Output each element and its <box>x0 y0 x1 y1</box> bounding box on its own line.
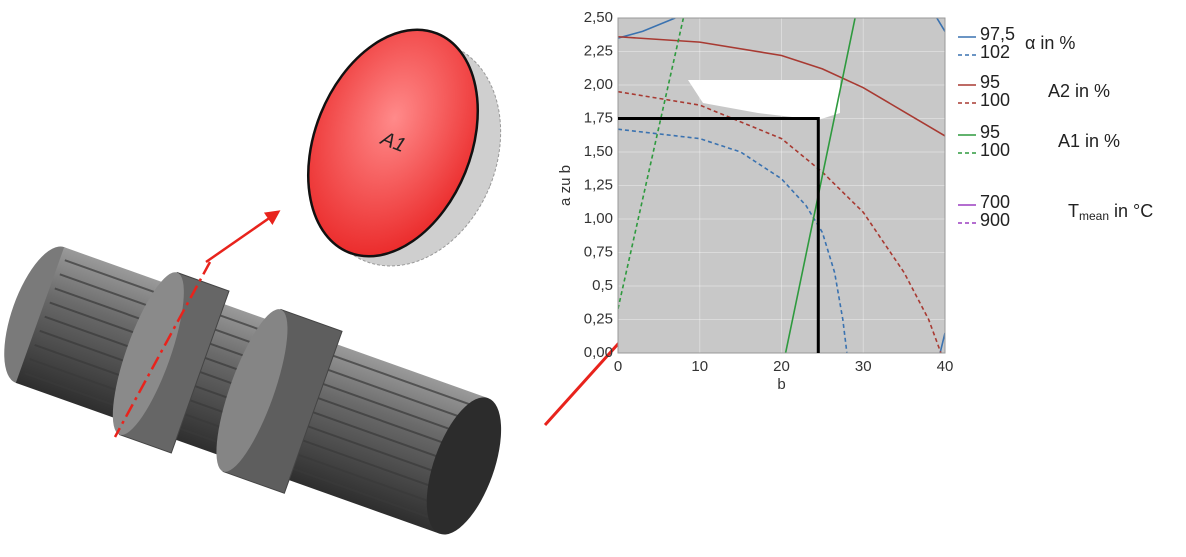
shaft <box>0 225 521 557</box>
x-tick-label: 10 <box>691 358 708 375</box>
legend-label: 95 <box>980 72 1000 92</box>
x-tick-label: 40 <box>937 358 954 375</box>
y-tick-label: 1,75 <box>584 109 613 126</box>
legend-title-sub: mean <box>1079 209 1109 223</box>
legend-title: Tmean in °C <box>1068 201 1153 223</box>
chart: 0,00 0,25 0,5 0,75 1,00 1,25 1,50 1,75 2,00 2,25 2… <box>557 9 1153 393</box>
y-tick-label: 0,75 <box>584 243 613 260</box>
legend-label: 95 <box>980 122 1000 142</box>
x-tick-label: 20 <box>773 358 790 375</box>
legend-label: 700 <box>980 192 1010 212</box>
y-tick-label: 1,25 <box>584 176 613 193</box>
x-tick-label: 30 <box>855 358 872 375</box>
legend-title: A2 in % <box>1048 81 1110 101</box>
y-tick-label: 2,00 <box>584 76 613 93</box>
y-tick-label: 0,25 <box>584 310 613 327</box>
legend-label: 100 <box>980 140 1010 160</box>
legend-title-main: α in % <box>1025 33 1075 53</box>
legend-label: 102 <box>980 42 1010 62</box>
figure: A1 0,00 0,25 0,5 0,75 1,00 1,25 1,50 1,75 2,00 2,… <box>0 0 1186 557</box>
y-tick-label: 2,50 <box>584 9 613 26</box>
legend-title: α in % <box>1025 33 1075 53</box>
legend-label: 900 <box>980 210 1010 230</box>
y-tick-label: 1,50 <box>584 143 613 160</box>
y-tick-label: 0,5 <box>592 277 613 294</box>
y-axis-label: a zu b <box>557 165 574 206</box>
x-axis-label: b <box>777 376 785 393</box>
x-tick-label: 0 <box>614 358 622 375</box>
legend-label: 97,5 <box>980 24 1015 44</box>
y-tick-label: 1,00 <box>584 210 613 227</box>
page: {"illustration": {"label": "A1"}, "chart… <box>0 0 1186 557</box>
legend-label: 100 <box>980 90 1010 110</box>
legend-title-main: A2 in % <box>1048 81 1110 101</box>
section: A1 <box>276 4 536 294</box>
legend-title-main: A1 in % <box>1058 131 1120 151</box>
y-tick-label: 0,00 <box>584 344 613 361</box>
arrow <box>206 212 278 262</box>
y-tick-label: 2,25 <box>584 42 613 59</box>
legend-title: A1 in % <box>1058 131 1120 151</box>
legend-title-rest: in °C <box>1109 201 1153 221</box>
legend-title-main: T <box>1068 201 1079 221</box>
